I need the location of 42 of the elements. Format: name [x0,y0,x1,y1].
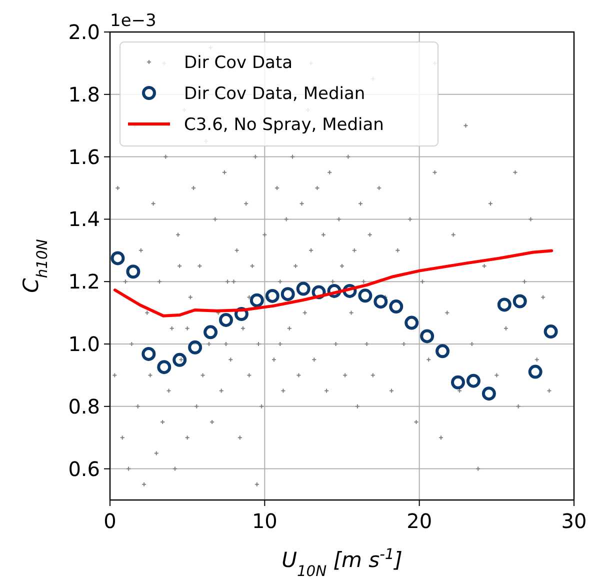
y-tick-label: 1.2 [68,270,100,294]
x-tick-label: 20 [406,509,432,533]
y-tick-label: 1.6 [68,144,100,169]
point [126,264,140,279]
text: 1e−3 [110,11,156,31]
point [420,329,434,344]
point [110,251,125,266]
legend-label: Dir Cov Data, Median [184,84,366,104]
x-tick-label: 0 [104,509,116,533]
point [497,298,512,312]
y-tick-label: 0.6 [68,456,100,481]
point [172,352,187,367]
point [512,294,527,308]
point [142,346,156,361]
point [188,340,202,354]
point [451,375,465,390]
point [466,374,480,388]
point [404,316,419,330]
legend-label: C3.6, No Spray, Median [184,115,384,135]
y-tick-label: 2.0 [68,20,100,44]
point [528,364,542,379]
point [219,312,233,327]
point [250,293,264,308]
y-tick-label: 0.8 [68,394,100,418]
legend-label: Dir Cov Data [184,53,293,73]
x-tick-label: 10 [252,509,278,533]
point [374,294,388,309]
y-tick-label: 1.4 [68,207,100,232]
point [265,288,280,303]
x-axis-title: U$_{10N}$ [m s$^{-1}$] [282,546,402,579]
point [204,325,218,340]
point [482,386,496,401]
point [436,344,450,358]
point [157,360,172,374]
point [280,287,295,302]
x-tick-label: 30 [561,509,587,533]
point [544,324,558,339]
y-tick-label: 1.0 [68,332,100,356]
y-tick-label: 1.8 [68,82,100,106]
point [296,282,310,296]
point [358,288,372,303]
point [389,300,404,314]
